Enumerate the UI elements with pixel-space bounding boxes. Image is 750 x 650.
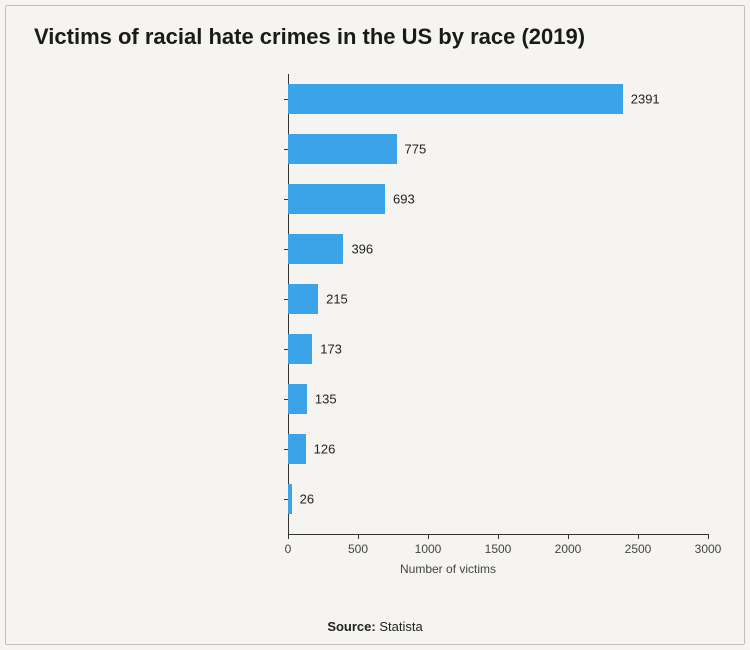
y-tick	[284, 399, 288, 400]
bar: 215	[288, 284, 318, 314]
y-tick	[284, 199, 288, 200]
x-tick	[568, 534, 569, 539]
bar: 173	[288, 334, 312, 364]
y-tick	[284, 299, 288, 300]
y-tick	[284, 149, 288, 150]
bar-value: 396	[351, 242, 373, 257]
y-tick	[284, 449, 288, 450]
x-tick	[638, 534, 639, 539]
bar: 135	[288, 384, 307, 414]
bar-value: 173	[320, 342, 342, 357]
bar: 2391	[288, 84, 623, 114]
bar-value: 693	[393, 192, 415, 207]
bar: 26	[288, 484, 292, 514]
x-tick-label: 3000	[695, 542, 722, 556]
source-name: Statista	[379, 619, 422, 634]
x-tick-label: 0	[285, 542, 292, 556]
x-tick	[358, 534, 359, 539]
x-tick	[428, 534, 429, 539]
x-tick-label: 2000	[555, 542, 582, 556]
chart-source: Source: Statista	[6, 619, 744, 634]
bar-value: 775	[405, 142, 427, 157]
bar: 126	[288, 434, 306, 464]
x-tick-label: 2500	[625, 542, 652, 556]
x-tick	[498, 534, 499, 539]
plot-region: Anti-Black or African American2391Anti-W…	[288, 74, 708, 534]
x-tick-label: 1000	[415, 542, 442, 556]
y-tick	[284, 349, 288, 350]
source-label: Source:	[327, 619, 379, 634]
bar-value: 135	[315, 392, 337, 407]
bar: 775	[288, 134, 397, 164]
bar-value: 26	[300, 492, 314, 507]
y-tick	[284, 249, 288, 250]
bar-value: 126	[314, 442, 336, 457]
x-tick-label: 1500	[485, 542, 512, 556]
bar: 396	[288, 234, 343, 264]
bar-value: 2391	[631, 92, 660, 107]
x-tick	[708, 534, 709, 539]
bar-value: 215	[326, 292, 348, 307]
x-tick	[288, 534, 289, 539]
bar: 693	[288, 184, 385, 214]
chart-area: Anti-Black or African American2391Anti-W…	[44, 74, 716, 574]
x-axis-title: Number of victims	[400, 562, 496, 576]
y-tick	[284, 99, 288, 100]
chart-container: Victims of racial hate crimes in the US …	[5, 5, 745, 645]
x-tick-label: 500	[348, 542, 368, 556]
y-tick	[284, 499, 288, 500]
chart-title: Victims of racial hate crimes in the US …	[34, 24, 716, 50]
